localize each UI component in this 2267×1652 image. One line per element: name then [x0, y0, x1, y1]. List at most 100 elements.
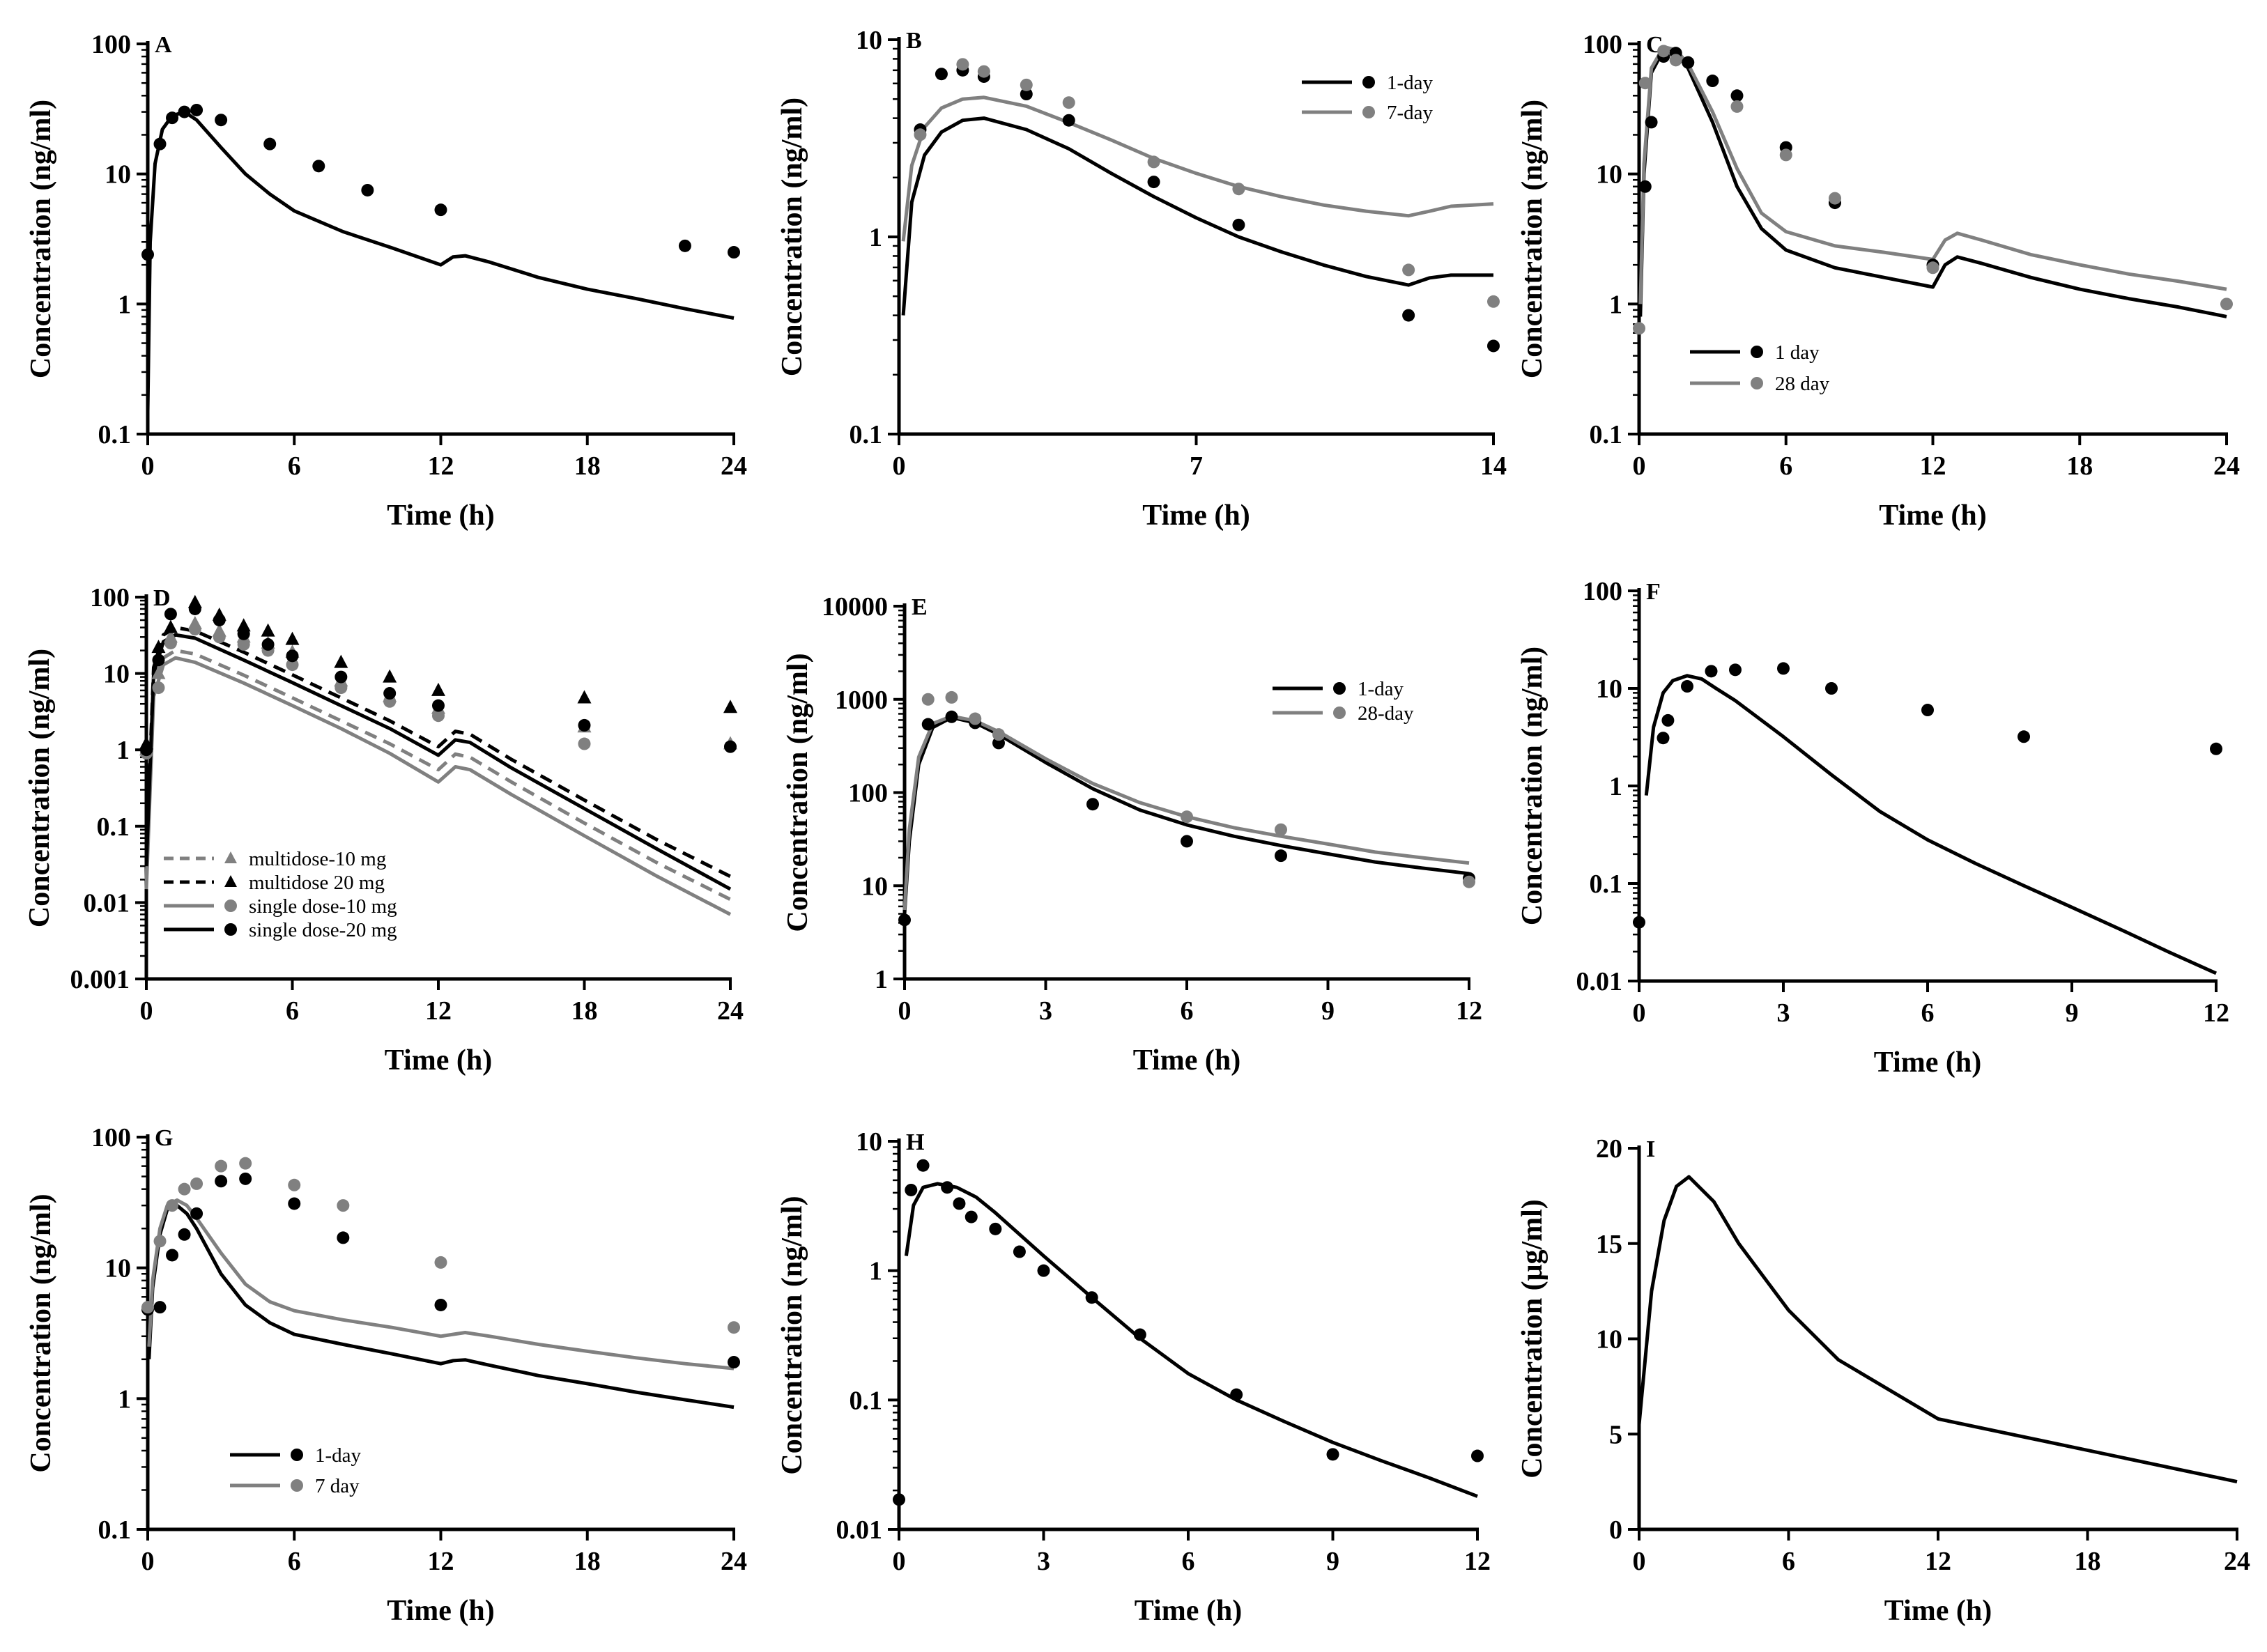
data-point [1730, 100, 1744, 113]
data-point [141, 248, 154, 261]
data-point [1682, 56, 1695, 69]
panel-c: 0 6 12 18 24 0.1 1 10 100 Time (h) Concentration (… [1516, 30, 2240, 532]
y-tick-label: 1 [869, 1257, 882, 1286]
data-point [2220, 298, 2233, 311]
y-tick-label: 1 [116, 736, 130, 765]
data-point [992, 728, 1005, 741]
legend-label: single dose-20 mg [249, 919, 397, 941]
legend-label: 7 day [315, 1475, 360, 1497]
x-tick-label: 18 [2066, 451, 2093, 481]
y-tick-label: 1 [118, 1384, 131, 1414]
data-point [1657, 45, 1670, 58]
data-point [1926, 261, 1939, 275]
data-point [945, 690, 958, 704]
panel-label: H [906, 1129, 924, 1155]
x-axis-label: Time (h) [1884, 1595, 1992, 1627]
data-point [213, 631, 226, 644]
data-point [1326, 1448, 1339, 1461]
data-point [432, 709, 445, 723]
data-point [434, 1298, 447, 1311]
y-tick-label: 100 [1583, 30, 1622, 59]
x-tick-label: 14 [1480, 451, 1507, 481]
data-point [288, 1178, 301, 1191]
data-point [286, 658, 299, 672]
data-point-triangle [383, 669, 397, 683]
x-axis-label: Time (h) [387, 500, 494, 532]
x-tick-label: 12 [428, 1547, 454, 1576]
y-axis-label: Concentration (ng/ml) [25, 1194, 57, 1472]
data-point-triangle [285, 631, 300, 645]
panel-f: 0 3 6 9 12 0.01 0.1 1 10 100 Time (h) Concentration… [1516, 577, 2229, 1079]
y-tick-label: 1 [118, 290, 131, 319]
data-point [166, 1249, 179, 1262]
data-point-triangle [577, 690, 592, 704]
data-point [288, 1197, 301, 1210]
legend-marker [1362, 76, 1375, 88]
data-point [989, 1222, 1002, 1235]
data-point [935, 68, 948, 81]
panel-h: 0 3 6 9 12 0.01 0.1 1 10 Time (h) Concentration (n… [776, 1127, 1491, 1627]
y-axis-label: Concentration (ng/ml) [1516, 647, 1549, 925]
x-tick-label: 9 [1326, 1547, 1339, 1576]
data-point [164, 636, 177, 649]
data-point [140, 743, 153, 757]
data-point [1181, 810, 1193, 824]
series-line [901, 116, 1493, 316]
x-tick-label: 6 [1921, 998, 1935, 1028]
y-tick-label: 10 [856, 26, 882, 55]
y-tick-label: 0.1 [97, 812, 130, 842]
x-tick-label: 6 [1181, 996, 1194, 1026]
x-tick-label: 12 [2203, 998, 2229, 1028]
legend-label: 7-day [1387, 102, 1434, 124]
legend-marker [1333, 682, 1346, 695]
data-point [953, 1197, 966, 1210]
x-tick-label: 0 [141, 1547, 155, 1576]
x-tick-label: 0 [1633, 451, 1646, 481]
data-point [1275, 849, 1287, 863]
legend-label: multidose-10 mg [249, 848, 386, 870]
data-point [383, 687, 397, 700]
panel-label: E [912, 594, 928, 620]
data-point [337, 1231, 350, 1244]
panel-label: G [155, 1125, 173, 1151]
y-tick-label: 10 [105, 1254, 131, 1283]
data-point [1779, 148, 1792, 162]
y-axis-label: Concentration (ng/ml) [776, 98, 808, 376]
data-point [905, 1183, 918, 1196]
x-tick-label: 18 [571, 996, 598, 1026]
series-line [144, 649, 732, 902]
data-point [1777, 662, 1790, 675]
data-point [914, 128, 927, 141]
data-point [1020, 88, 1033, 101]
data-point [1020, 78, 1033, 91]
x-axis-label: Time (h) [387, 1595, 494, 1627]
data-point-triangle [261, 623, 275, 637]
y-tick-label: 10 [861, 872, 888, 901]
legend-marker [1751, 377, 1763, 389]
data-point [434, 1256, 447, 1269]
data-point [153, 1301, 167, 1314]
x-tick-label: 24 [2224, 1547, 2250, 1576]
data-point [263, 137, 277, 150]
x-tick-label: 12 [425, 996, 452, 1026]
x-tick-label: 3 [1777, 998, 1790, 1028]
series-line [146, 110, 735, 412]
panel-g: 0 6 12 18 24 0.1 1 10 100 Time (h) Concentration (… [25, 1123, 747, 1627]
y-tick-label: 0.1 [850, 420, 883, 449]
data-point [956, 58, 969, 71]
data-point [1086, 798, 1099, 811]
legend-label: 1 day [1775, 341, 1820, 364]
data-point [898, 913, 911, 927]
data-point [188, 602, 201, 615]
x-tick-label: 6 [288, 1547, 301, 1576]
data-point [1062, 114, 1075, 127]
data-point [728, 1356, 740, 1369]
y-tick-label: 100 [90, 583, 130, 612]
x-tick-label: 0 [898, 996, 912, 1026]
y-tick-label: 0.01 [84, 888, 130, 918]
y-tick-label: 1 [1609, 772, 1622, 801]
series-line [1644, 674, 2218, 975]
y-tick-label: 1000 [835, 686, 888, 715]
data-point-triangle [151, 640, 166, 654]
data-point [1921, 704, 1934, 717]
